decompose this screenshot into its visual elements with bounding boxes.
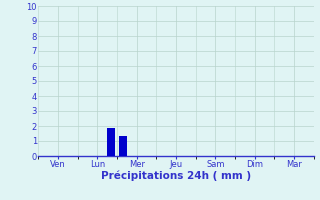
Bar bbox=[107, 128, 116, 156]
X-axis label: Précipitations 24h ( mm ): Précipitations 24h ( mm ) bbox=[101, 171, 251, 181]
Bar bbox=[119, 136, 127, 156]
